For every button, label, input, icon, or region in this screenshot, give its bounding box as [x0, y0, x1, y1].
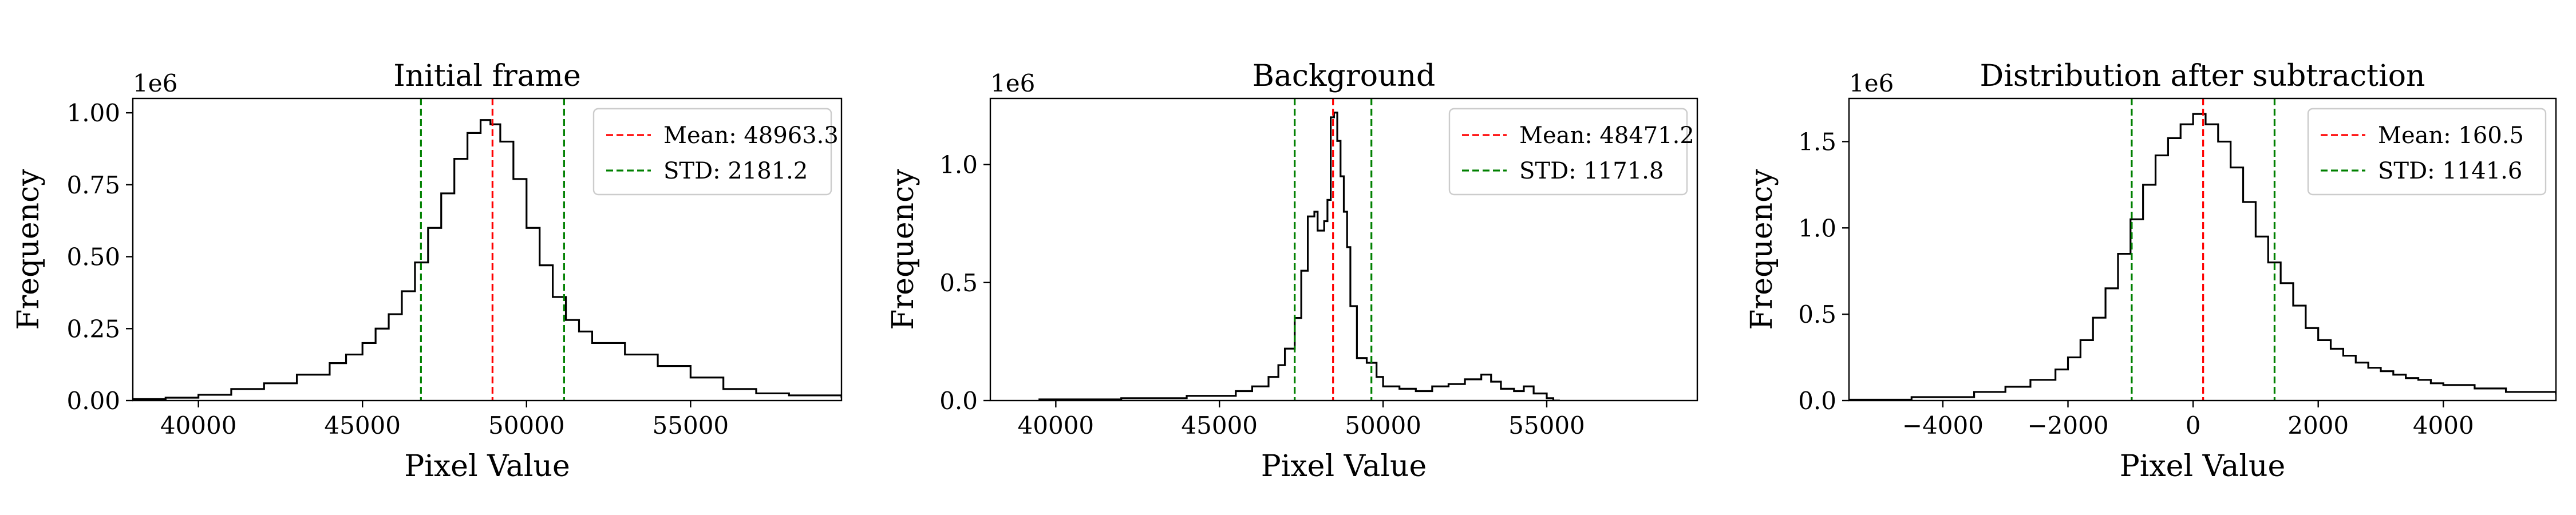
x-tick-label: 4000 [2413, 411, 2474, 439]
axes-frame [989, 97, 1698, 402]
legend: Mean: 48963.3 STD: 2181.2 [592, 108, 839, 196]
x-tick-label: 0 [2186, 411, 2201, 439]
y-tick-label: 1.5 [1798, 128, 1836, 156]
y-axis-label: Frequency [1745, 169, 1779, 330]
y-tick-label: 0.50 [66, 243, 120, 271]
y-tick-label: 0.5 [1798, 300, 1836, 328]
x-axis-label: Pixel Value [1261, 449, 1427, 484]
x-tick-label: 55000 [653, 411, 729, 439]
histogram-step [1038, 112, 1560, 401]
legend: Mean: 160.5 STD: 1141.6 [2307, 108, 2547, 196]
axes-frame [1848, 97, 2557, 402]
legend-box [2307, 108, 2547, 196]
histogram-step [133, 119, 841, 401]
y-tick-label: 0.00 [66, 387, 120, 415]
legend-entry: STD: 1171.8 [1519, 158, 1664, 184]
x-tick-label: 40000 [1018, 411, 1095, 439]
chart-panel-2: 40000 45000 50000 55000 0.0 0.5 1.0 1e6 Backgrou… [886, 59, 1698, 484]
y-offset-label: 1e6 [1849, 69, 1894, 97]
y-tick-label: 0.0 [1798, 387, 1836, 415]
legend-box [592, 108, 832, 196]
axes-frame [132, 97, 843, 402]
chart-panel-3: −4000 −2000 0 2000 4000 0.0 0.5 1.0 1.5 1e6 Distri… [1745, 59, 2557, 484]
y-tick-label: 1.0 [939, 151, 978, 179]
y-tick-label: 0.25 [66, 315, 120, 343]
legend-entry: Mean: 160.5 [2378, 122, 2524, 149]
legend-entry: Mean: 48963.3 [663, 122, 839, 149]
y-axis-label: Frequency [886, 169, 920, 330]
y-tick-label: 1.0 [1798, 214, 1836, 242]
legend-box [1448, 108, 1688, 196]
chart-title: Distribution after subtraction [1980, 59, 2425, 93]
chart-title: Initial frame [393, 59, 581, 93]
y-tick-label: 0.75 [66, 171, 120, 199]
y-offset-label: 1e6 [133, 69, 177, 97]
x-tick-label: 45000 [1181, 411, 1258, 439]
y-axis-label: Frequency [11, 169, 46, 330]
legend-entry: STD: 2181.2 [663, 158, 808, 184]
x-axis-label: Pixel Value [2120, 449, 2286, 484]
y-tick-label: 1.00 [66, 99, 120, 127]
legend: Mean: 48471.2 STD: 1171.8 [1448, 108, 1694, 196]
x-tick-label: 40000 [160, 411, 237, 439]
legend-entry: STD: 1141.6 [2378, 158, 2522, 184]
x-tick-label: −4000 [1902, 411, 1984, 439]
legend-entry: Mean: 48471.2 [1519, 122, 1694, 149]
y-tick-label: 0.0 [939, 387, 978, 415]
x-axis-label: Pixel Value [404, 449, 570, 484]
x-tick-label: −2000 [2027, 411, 2108, 439]
x-tick-label: 45000 [324, 411, 401, 439]
y-offset-label: 1e6 [990, 69, 1035, 97]
chart-title: Background [1253, 59, 1436, 93]
x-tick-label: 50000 [488, 411, 565, 439]
y-tick-label: 0.5 [939, 269, 978, 297]
chart-panel-1: 40000 45000 50000 55000 0.00 0.25 0.50 0.75 1.00… [11, 59, 843, 484]
x-tick-label: 2000 [2287, 411, 2349, 439]
histogram-step [1849, 113, 2556, 401]
x-tick-label: 50000 [1345, 411, 1421, 439]
x-tick-label: 55000 [1508, 411, 1585, 439]
